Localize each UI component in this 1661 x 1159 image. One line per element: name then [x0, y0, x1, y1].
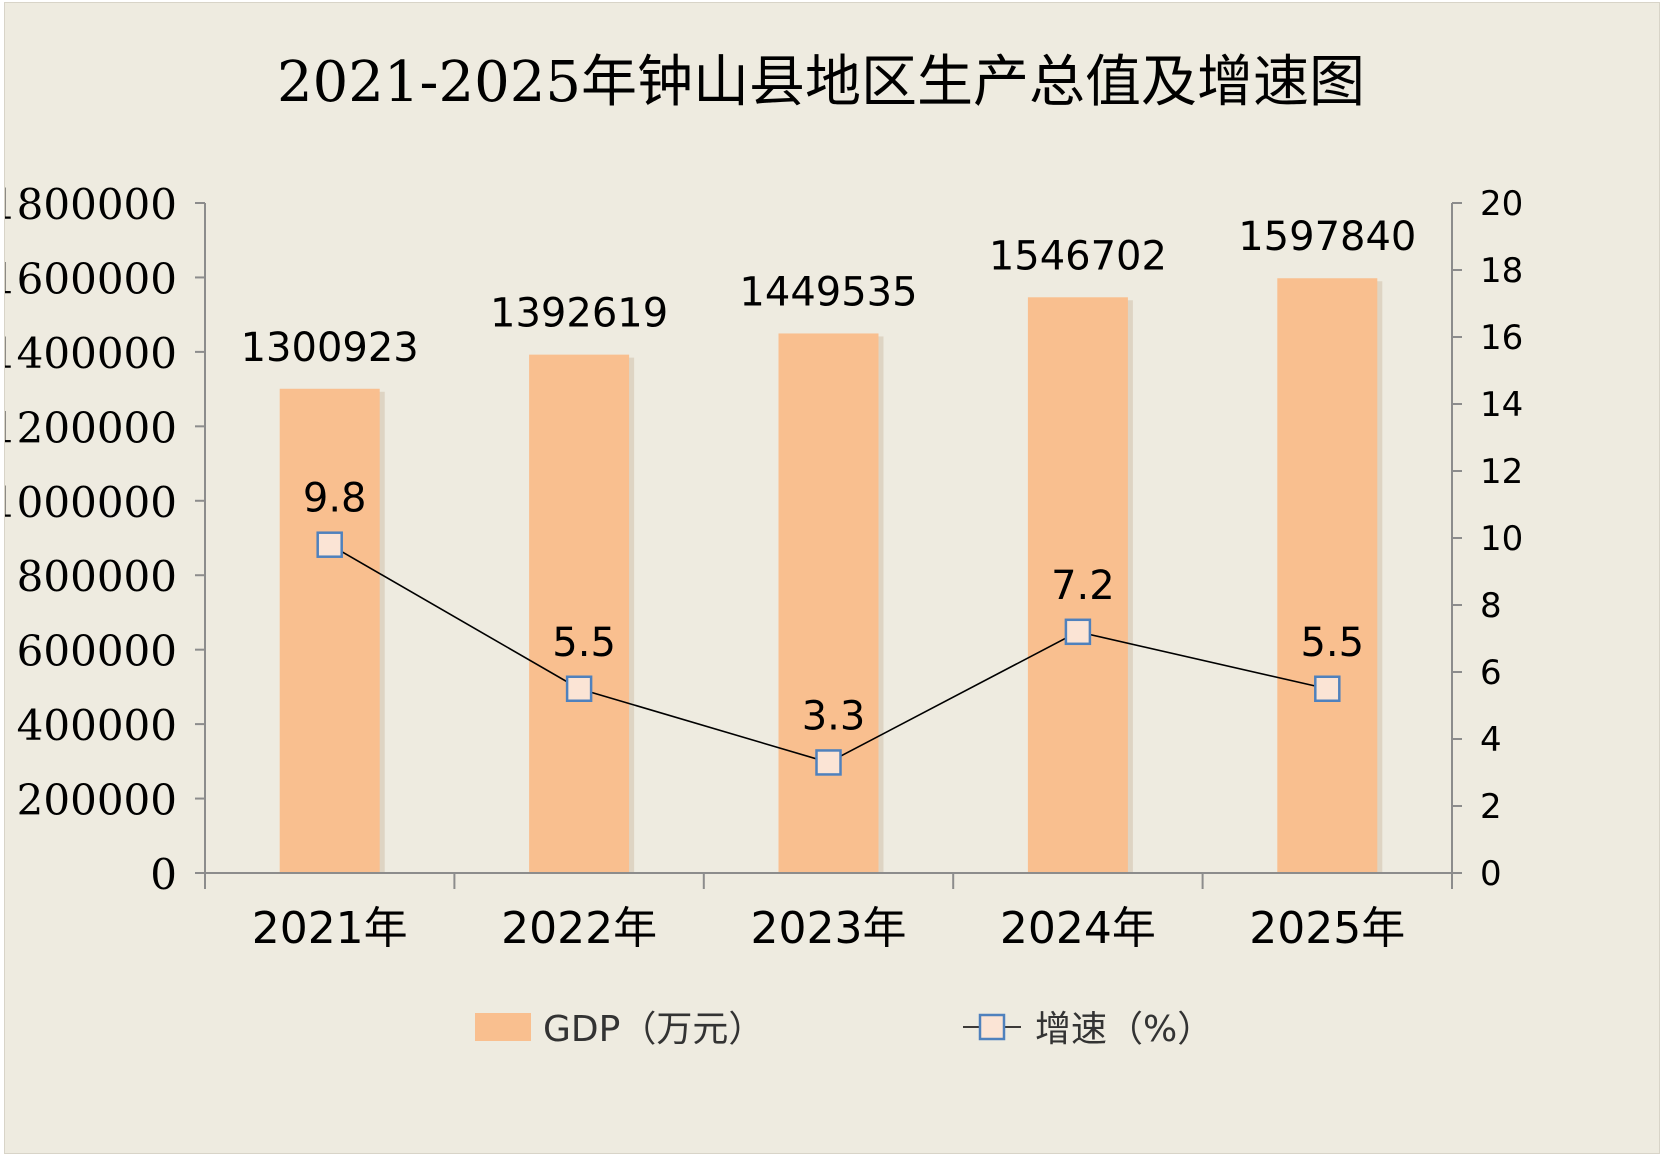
legend-gdp-label: GDP（万元） [543, 1009, 764, 1050]
x-tick-label: 2025年 [1249, 903, 1405, 954]
growth-rate-data-label: 5.5 [552, 620, 616, 666]
gdp-bar [778, 333, 879, 873]
growth-rate-marker [815, 749, 842, 776]
gdp-data-label: 1392619 [490, 291, 668, 337]
right-tick-label: 16 [1480, 318, 1523, 358]
left-tick-label: 600000 [17, 627, 177, 676]
gdp-bar [1277, 278, 1378, 874]
x-tick-label: 2022年 [501, 903, 657, 954]
right-tick-label: 4 [1480, 720, 1502, 760]
growth-rate-data-label: 9.8 [303, 476, 367, 522]
legend-gdp-swatch [475, 1013, 531, 1041]
growth-rate-marker [565, 675, 593, 702]
left-tick-label: 1200000 [5, 403, 177, 452]
right-tick-label: 12 [1480, 452, 1523, 492]
left-tick-label: 400000 [17, 701, 177, 750]
legend-line-marker [978, 1013, 1006, 1041]
x-tick-label: 2021年 [252, 903, 408, 954]
left-tick-label: 800000 [17, 552, 177, 601]
growth-rate-marker [316, 531, 343, 558]
right-tick-label: 0 [1480, 854, 1502, 894]
x-tick-label: 2023年 [751, 903, 907, 954]
gdp-data-label: 1546702 [989, 233, 1167, 279]
left-tick-label: 1600000 [5, 254, 177, 303]
legend-growth-label: 增速（%） [1035, 1009, 1213, 1050]
left-tick-label: 1400000 [5, 329, 177, 378]
chart-frame: 2021-2025年钟山县地区生产总值及增速图 0 200000 400000 600… [4, 2, 1660, 1154]
right-tick-label: 18 [1480, 251, 1523, 291]
growth-rate-marker [1064, 618, 1092, 646]
right-tick-label: 6 [1480, 653, 1502, 693]
gdp-bar [279, 388, 380, 873]
gdp-data-label: 1597840 [1238, 214, 1416, 260]
left-tick-label: 1000000 [5, 478, 177, 527]
gdp-data-label: 1449535 [739, 269, 917, 315]
left-tick-label: 200000 [17, 776, 177, 825]
gdp-bar [529, 354, 630, 874]
right-tick-label: 20 [1480, 184, 1523, 224]
growth-rate-data-label: 3.3 [802, 693, 866, 739]
left-tick-label: 1800000 [5, 180, 177, 229]
x-tick-label: 2024年 [1000, 903, 1156, 954]
gdp-chart: 2021-2025年钟山县地区生产总值及增速图 0 200000 400000 600… [5, 50, 1523, 1050]
gdp-bar [1027, 297, 1128, 873]
right-tick-label: 14 [1480, 385, 1523, 425]
left-tick-label: 0 [150, 850, 177, 899]
growth-rate-marker [1314, 675, 1341, 702]
right-tick-label: 10 [1480, 519, 1523, 559]
growth-rate-data-label: 7.2 [1051, 563, 1115, 609]
chart-title: 2021-2025年钟山县地区生产总值及增速图 [277, 50, 1365, 115]
right-tick-label: 2 [1480, 787, 1502, 827]
gdp-data-label: 1300923 [241, 325, 419, 371]
growth-rate-data-label: 5.5 [1300, 620, 1364, 666]
right-tick-label: 8 [1480, 586, 1502, 626]
